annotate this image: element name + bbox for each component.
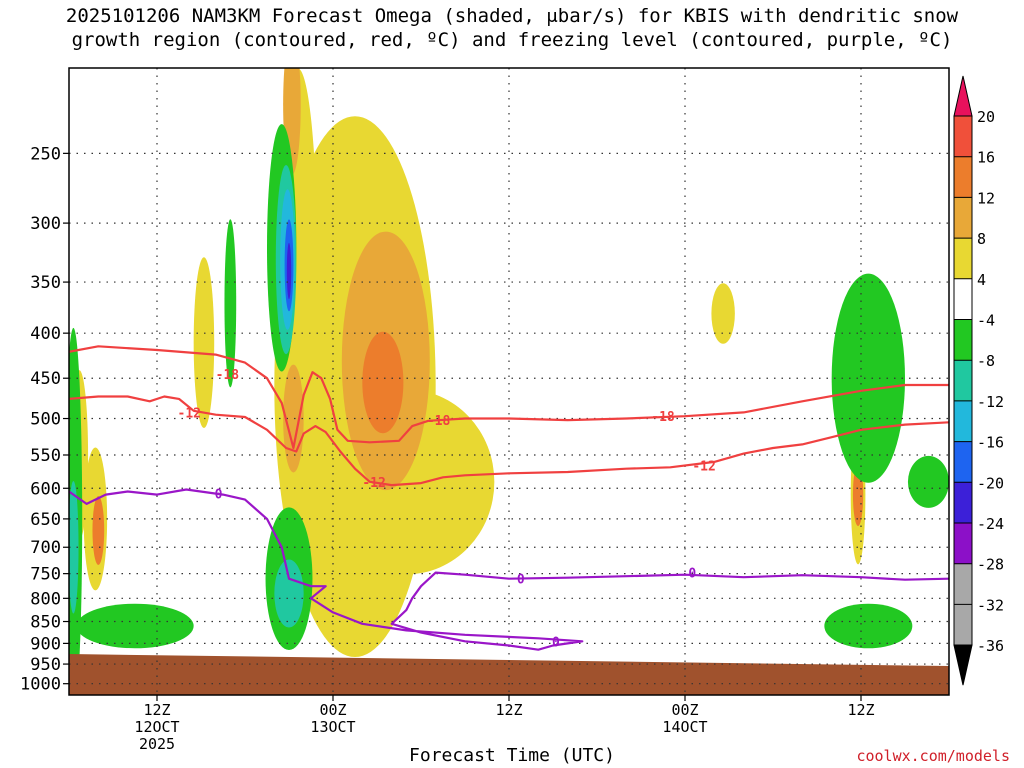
colorbar-label: -12 (977, 393, 1004, 411)
plot-background (69, 68, 949, 695)
colorbar-band (954, 319, 972, 361)
chart-title-line-2: growth region (contoured, red, ºC) and f… (71, 29, 953, 51)
colorbar-label: 16 (977, 149, 995, 167)
y-tick-label: 950 (30, 655, 61, 675)
colorbar-label: -32 (977, 596, 1004, 614)
contour-label--12: -12 (178, 406, 201, 421)
y-tick-label: 850 (30, 613, 61, 633)
omega-region-24 (69, 481, 79, 614)
plot-area (69, 68, 949, 695)
omega-region-11 (362, 331, 404, 434)
omega-region-23 (274, 559, 304, 628)
colorbar-band (954, 197, 972, 239)
contour-line--12 (69, 395, 949, 487)
colorbar-label: 12 (977, 189, 995, 207)
colorbar-band (954, 278, 972, 320)
colorbar-band (954, 360, 972, 401)
y-tick-label: 550 (30, 446, 61, 466)
omega-region-12 (92, 496, 105, 565)
omega-region-18 (831, 273, 905, 483)
colorbar-label: -20 (977, 474, 1004, 492)
x-tick-label: 12OCT (134, 718, 179, 736)
colorbar-label: -36 (977, 637, 1004, 655)
omega-region-21 (907, 455, 949, 508)
colorbar-label: -4 (977, 312, 995, 330)
colorbar: 20 16 12 8 4 -4 -8 -12 -16 -20 -24 -28 -32 -36 (953, 75, 1004, 686)
omega-shading (69, 68, 949, 695)
y-tick-label: 650 (30, 510, 61, 530)
omega-region-20 (224, 219, 237, 388)
x-axis-title: Forecast Time (UTC) (409, 745, 615, 766)
y-tick-label: 250 (30, 144, 61, 164)
x-tick-label: 14OCT (662, 718, 707, 736)
y-tick-label: 300 (30, 214, 61, 234)
axes: 2503003504004505005506006507007508008509… (20, 67, 950, 753)
x-tick-label: 00Z (671, 701, 698, 719)
y-tick-label: 700 (30, 538, 61, 558)
colorbar-arrow-top (953, 75, 973, 117)
omega-region-16 (76, 603, 194, 649)
contour-label--18: -18 (651, 410, 675, 425)
chart-title: 2025101206 NAM3KM Forecast Omega (shaded… (0, 4, 1024, 52)
contour-label-0: 0 (215, 487, 223, 502)
x-tick-label: 13OCT (310, 718, 355, 736)
colorbar-band (954, 604, 972, 646)
contour-label-0: 0 (552, 635, 560, 650)
contour-label--12: -12 (692, 459, 715, 474)
y-tick-label: 600 (30, 479, 61, 499)
contour-label-0: 0 (517, 573, 525, 588)
colorbar-band (954, 116, 972, 157)
contour-label--18: -18 (216, 368, 240, 383)
contour-line--18 (69, 345, 949, 450)
colorbar-band (954, 563, 972, 605)
colorbar-label: -24 (977, 515, 1004, 533)
contour-label--18: -18 (427, 414, 451, 429)
y-tick-label: 800 (30, 589, 61, 609)
x-tick-label: 12Z (143, 701, 170, 719)
colorbar-label: -28 (977, 556, 1004, 574)
colorbar-label: -8 (977, 352, 995, 370)
colorbar-label: -16 (977, 434, 1004, 452)
omega-region-6 (711, 283, 735, 344)
colorbar-label: 4 (977, 271, 986, 289)
colorbar-arrow-bottom (953, 644, 973, 686)
y-tick-label: 450 (30, 369, 61, 389)
omega-region-27 (286, 242, 292, 300)
y-tick-label: 350 (30, 273, 61, 293)
colorbar-label: 20 (977, 108, 995, 126)
colorbar-label: 8 (977, 230, 986, 248)
colorbar-band (954, 238, 972, 279)
omega-region-3 (193, 257, 215, 428)
chart-title-line-1: 2025101206 NAM3KM Forecast Omega (shaded… (65, 5, 959, 27)
y-tick-label: 500 (30, 410, 61, 430)
x-tick-label: 00Z (319, 701, 346, 719)
credit-link[interactable]: coolwx.com/models (856, 747, 1010, 765)
x-tick-label: 12Z (847, 701, 874, 719)
x-tick-label: 2025 (139, 735, 175, 753)
y-tick-label: 750 (30, 565, 61, 585)
colorbar-band (954, 482, 972, 523)
colorbar-band (954, 156, 972, 198)
y-tick-label: 900 (30, 634, 61, 654)
colorbar-band (954, 441, 972, 483)
colorbar-band (954, 523, 972, 564)
contour-label-0: 0 (688, 567, 696, 582)
y-tick-label: 1000 (20, 675, 61, 695)
y-tick-label: 400 (30, 324, 61, 344)
contour-label--12: -12 (362, 476, 385, 491)
colorbar-band (954, 400, 972, 442)
x-tick-label: 12Z (495, 701, 522, 719)
contours: -18 -18 -18 -12 -12 -12 0 0 0 0 (69, 345, 949, 651)
contour-line-0 (69, 488, 949, 651)
omega-region-19 (824, 603, 913, 649)
